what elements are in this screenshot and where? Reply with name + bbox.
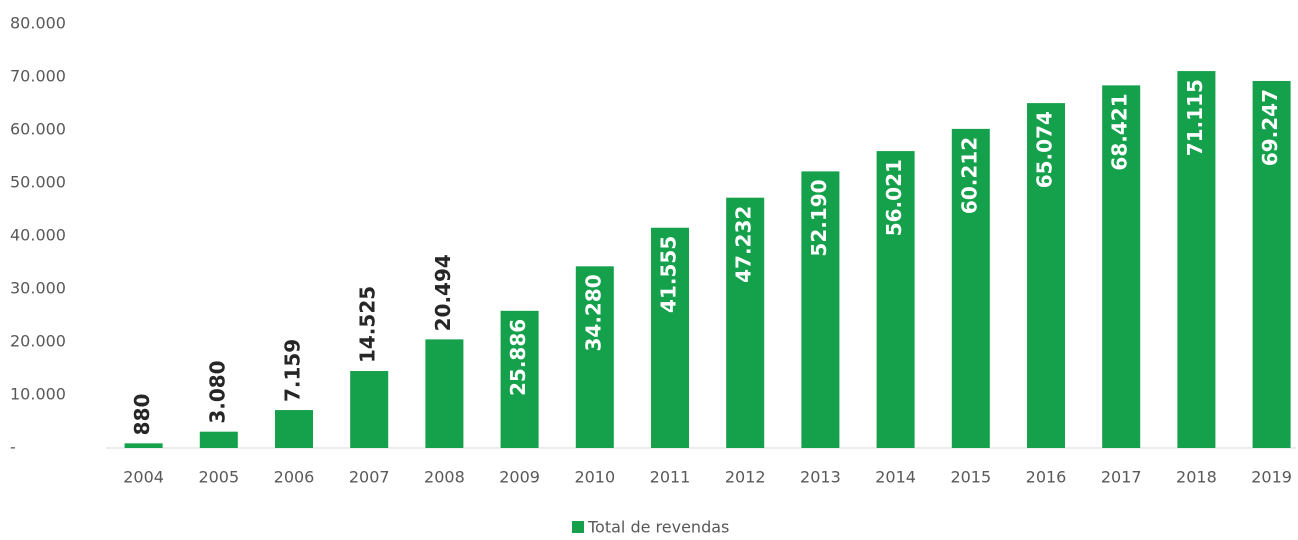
- x-tick-label: 2014: [875, 468, 916, 487]
- bar: [1252, 80, 1291, 448]
- x-tick-label: 2010: [574, 468, 615, 487]
- y-tick-label: 80.000: [10, 14, 66, 33]
- y-tick-label: 70.000: [10, 67, 66, 86]
- value-label: 41.555: [657, 236, 681, 313]
- bar: [1102, 85, 1141, 448]
- value-label: 65.074: [1033, 111, 1057, 188]
- y-tick-label: 20.000: [10, 332, 66, 351]
- bar: [1027, 103, 1065, 449]
- value-label: 60.212: [957, 137, 981, 214]
- legend-label: Total de revendas: [587, 518, 729, 537]
- legend-swatch: [572, 521, 584, 533]
- bar: [199, 431, 238, 448]
- value-label: 34.280: [581, 274, 605, 351]
- y-tick-label: 30.000: [10, 279, 66, 298]
- value-label: 68.421: [1108, 93, 1132, 170]
- bar: [575, 266, 614, 448]
- x-tick-label: 2013: [800, 468, 841, 487]
- value-label: 71.115: [1183, 79, 1207, 156]
- value-label: 69.247: [1258, 89, 1282, 166]
- x-tick-label: 2016: [1026, 468, 1067, 487]
- bar: [350, 371, 389, 448]
- bar: [651, 227, 689, 448]
- value-label: 25.886: [506, 319, 530, 396]
- value-label: 14.525: [356, 286, 380, 363]
- value-label: 47.232: [732, 206, 756, 283]
- bar: [951, 128, 990, 448]
- bar: [124, 443, 163, 448]
- value-label: 7.159: [281, 339, 305, 402]
- bar: [425, 339, 464, 448]
- bar: [876, 151, 915, 449]
- x-tick-label: 2008: [424, 468, 465, 487]
- value-label: 56.021: [882, 159, 906, 236]
- bar: [801, 171, 840, 448]
- x-tick-label: 2015: [950, 468, 991, 487]
- y-tick-label: 50.000: [10, 173, 66, 192]
- bar: [726, 197, 765, 448]
- value-label: 20.494: [431, 254, 455, 331]
- y-tick-label: 60.000: [10, 120, 66, 139]
- value-label: 3.080: [205, 360, 229, 423]
- x-tick-label: 2009: [499, 468, 540, 487]
- x-tick-label: 2004: [123, 468, 164, 487]
- x-tick-label: 2012: [725, 468, 766, 487]
- x-tick-label: 2007: [349, 468, 390, 487]
- value-label: 52.190: [807, 179, 831, 256]
- value-label: 880: [130, 394, 154, 436]
- x-tick-label: 2006: [274, 468, 315, 487]
- x-tick-label: 2011: [650, 468, 691, 487]
- x-tick-label: 2019: [1251, 468, 1292, 487]
- y-tick-label: 40.000: [10, 226, 66, 245]
- bar: [500, 310, 539, 448]
- y-tick-label: 10.000: [10, 385, 66, 404]
- x-tick-label: 2018: [1176, 468, 1217, 487]
- bar: [1177, 71, 1216, 448]
- x-tick-label: 2017: [1101, 468, 1142, 487]
- y-tick-label: -: [10, 438, 16, 457]
- bar: [275, 410, 313, 448]
- x-tick-label: 2005: [198, 468, 239, 487]
